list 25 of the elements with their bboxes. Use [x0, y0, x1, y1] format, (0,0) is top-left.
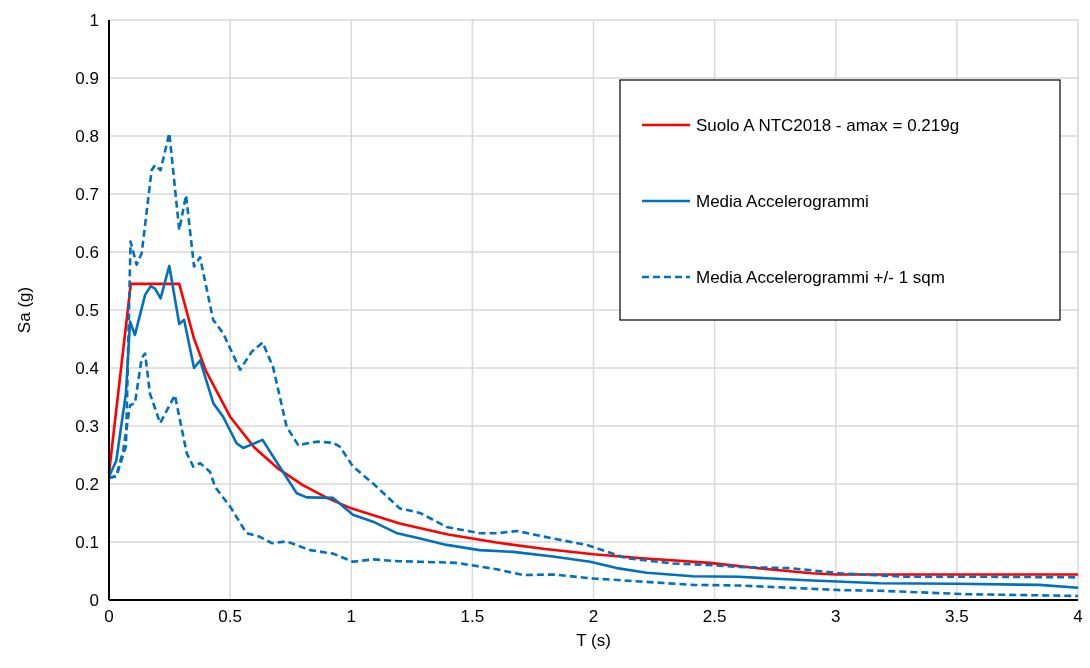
y-tick-label: 0.6 [75, 243, 99, 262]
x-axis-title: T (s) [576, 631, 611, 650]
y-tick-label: 0.1 [75, 533, 99, 552]
y-tick-label: 0.8 [75, 127, 99, 146]
y-tick-label: 0.5 [75, 301, 99, 320]
y-tick-label: 0.3 [75, 417, 99, 436]
x-tick-label: 2.5 [702, 607, 727, 626]
y-tick-label: 1 [89, 11, 99, 30]
x-tick-label: 1 [346, 607, 356, 626]
y-axis-title: Sa (g) [15, 286, 34, 334]
y-tick-label: 0.9 [75, 69, 99, 88]
x-tick-label: 3 [831, 607, 841, 626]
x-tick-label: 0.5 [218, 607, 242, 626]
x-tick-label: 4 [1073, 607, 1083, 626]
x-tick-label: 1.5 [460, 607, 485, 626]
legend-label: Media Accelerogrammi [696, 192, 869, 211]
x-tick-label: 0 [104, 607, 114, 626]
y-tick-label: 0.2 [75, 475, 99, 494]
y-tick-label: 0.4 [75, 359, 99, 378]
legend-label: Media Accelerogrammi +/- 1 sqm [696, 268, 945, 287]
legend-label: Suolo A NTC2018 - amax = 0.219g [696, 116, 960, 135]
x-tick-label: 2 [588, 607, 599, 626]
y-tick-label: 0 [89, 591, 99, 610]
x-tick-label: 3.5 [945, 607, 969, 626]
y-tick-label: 0.7 [75, 185, 99, 204]
